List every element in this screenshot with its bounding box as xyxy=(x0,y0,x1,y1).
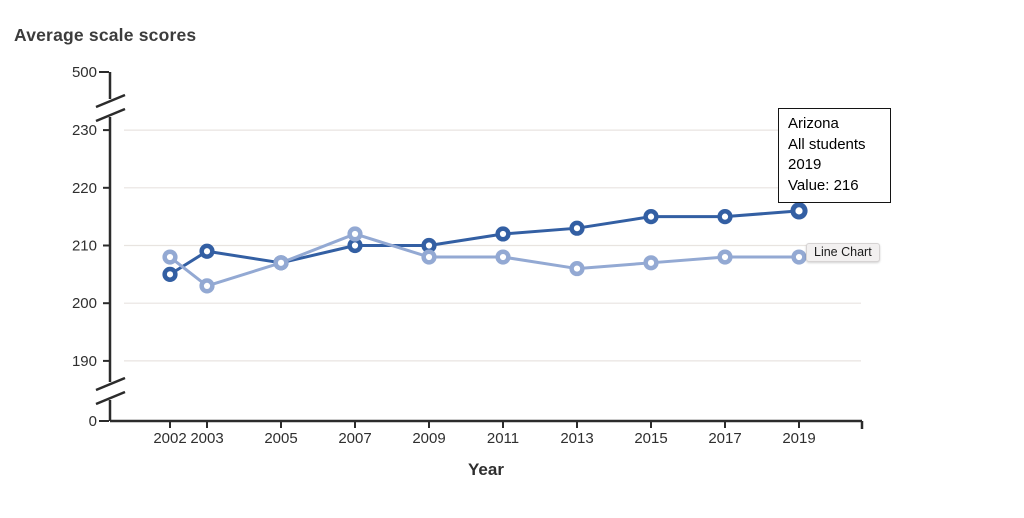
x-tick-label: 2005 xyxy=(264,430,297,447)
x-tick-label: 2009 xyxy=(412,430,445,447)
data-point-tooltip: Arizona All students 2019 Value: 216 xyxy=(778,108,891,203)
data-point-hole xyxy=(795,207,803,215)
y-tick-label: 500 xyxy=(72,64,97,81)
data-point-hole xyxy=(425,242,433,249)
y-tick-label: 0 xyxy=(89,413,97,430)
data-point-hole xyxy=(277,259,285,266)
x-tick-label: 2011 xyxy=(487,430,519,447)
y-axis-break-icon xyxy=(95,390,126,406)
y-tick-label: 220 xyxy=(72,180,97,197)
x-axis-title: Year xyxy=(468,460,504,479)
data-point-hole xyxy=(721,253,729,261)
chart-title: Average scale scores xyxy=(14,25,197,45)
x-tick-label: 2017 xyxy=(708,430,741,447)
y-tick-label: 210 xyxy=(72,238,97,255)
data-point-hole xyxy=(351,230,359,238)
data-point-hole xyxy=(647,213,655,220)
data-point-hole xyxy=(425,253,433,261)
y-axis-break-icon xyxy=(95,93,126,109)
y-tick-label: 190 xyxy=(72,353,97,370)
tooltip-jurisdiction: Arizona xyxy=(788,115,839,132)
y-tick-label: 200 xyxy=(72,295,97,312)
data-point-hole xyxy=(573,225,581,232)
tooltip-value: Value: 216 xyxy=(788,176,859,194)
y-axis-break-icon xyxy=(95,107,126,123)
data-point-hole xyxy=(647,259,655,266)
data-point-hole xyxy=(499,253,507,261)
y-axis-break-icon xyxy=(95,376,126,392)
data-point-hole xyxy=(166,253,174,261)
x-tick-label: 2013 xyxy=(560,430,593,447)
series-line-comparison[interactable] xyxy=(169,232,799,288)
data-point-hole xyxy=(499,230,507,238)
tooltip-year: 2019 xyxy=(788,156,822,173)
data-point-hole xyxy=(721,213,729,220)
line-chart-hover-label: Line Chart xyxy=(806,243,880,262)
data-point-hole xyxy=(203,282,211,289)
data-point-hole xyxy=(573,265,581,272)
x-tick-label: 2002 xyxy=(153,430,186,447)
series-line-arizona[interactable] xyxy=(169,209,800,276)
tooltip-student-group: All students xyxy=(788,135,866,153)
x-tick-label: 2003 xyxy=(190,430,223,447)
data-point-hole xyxy=(166,271,174,278)
data-point-hole xyxy=(203,248,211,255)
y-tick-label: 230 xyxy=(72,122,97,139)
data-point-hole xyxy=(351,242,359,249)
x-tick-label: 2007 xyxy=(338,430,371,447)
data-point-hole xyxy=(795,253,803,261)
x-tick-label: 2019 xyxy=(782,430,815,447)
x-tick-label: 2015 xyxy=(634,430,667,447)
